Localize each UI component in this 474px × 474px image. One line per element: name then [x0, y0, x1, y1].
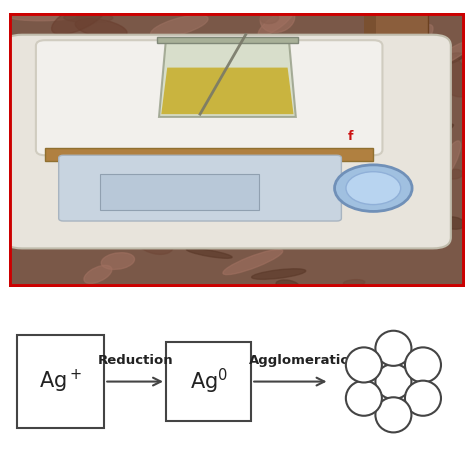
FancyBboxPatch shape	[17, 336, 104, 428]
Ellipse shape	[78, 160, 147, 180]
Bar	[100, 174, 259, 210]
Ellipse shape	[431, 52, 471, 97]
Ellipse shape	[260, 13, 279, 24]
Ellipse shape	[140, 70, 173, 104]
Ellipse shape	[304, 77, 329, 93]
Ellipse shape	[153, 176, 173, 191]
Circle shape	[346, 172, 401, 205]
Ellipse shape	[251, 71, 287, 82]
Ellipse shape	[44, 151, 64, 171]
Ellipse shape	[318, 211, 349, 232]
Ellipse shape	[361, 43, 395, 87]
FancyBboxPatch shape	[59, 155, 341, 221]
Ellipse shape	[412, 117, 425, 125]
Ellipse shape	[258, 9, 294, 36]
Circle shape	[346, 381, 382, 416]
Circle shape	[346, 347, 382, 383]
Circle shape	[375, 397, 411, 432]
Text: Agglomeration: Agglomeration	[249, 354, 360, 367]
Ellipse shape	[139, 126, 165, 169]
Polygon shape	[159, 40, 296, 117]
Ellipse shape	[143, 214, 211, 227]
Ellipse shape	[299, 125, 318, 137]
Ellipse shape	[385, 189, 414, 206]
Ellipse shape	[83, 67, 100, 92]
Ellipse shape	[346, 99, 409, 128]
Ellipse shape	[324, 122, 366, 147]
Ellipse shape	[276, 280, 299, 290]
Ellipse shape	[101, 253, 135, 269]
Ellipse shape	[401, 192, 422, 204]
Ellipse shape	[84, 265, 112, 283]
Circle shape	[375, 331, 411, 366]
Bar	[45, 148, 374, 161]
Ellipse shape	[429, 40, 474, 68]
Text: $\mathrm{Ag^+}$: $\mathrm{Ag^+}$	[39, 368, 82, 395]
Ellipse shape	[93, 125, 123, 143]
Ellipse shape	[423, 124, 454, 141]
Text: $\mathrm{Ag^0}$: $\mathrm{Ag^0}$	[190, 367, 228, 396]
Circle shape	[375, 364, 411, 399]
Bar	[157, 37, 298, 43]
Bar	[364, 13, 375, 191]
Ellipse shape	[46, 94, 60, 143]
FancyBboxPatch shape	[4, 35, 451, 248]
Ellipse shape	[64, 13, 113, 23]
Ellipse shape	[276, 67, 323, 109]
Ellipse shape	[188, 220, 210, 231]
Ellipse shape	[151, 15, 208, 37]
Circle shape	[335, 165, 412, 211]
Ellipse shape	[372, 181, 395, 195]
FancyBboxPatch shape	[166, 342, 251, 421]
Ellipse shape	[9, 12, 76, 21]
Ellipse shape	[132, 226, 173, 255]
Ellipse shape	[141, 47, 170, 61]
Ellipse shape	[402, 25, 433, 55]
Ellipse shape	[223, 249, 283, 274]
Text: f: f	[348, 129, 353, 143]
Ellipse shape	[52, 1, 107, 35]
Ellipse shape	[371, 89, 409, 103]
Ellipse shape	[75, 18, 127, 38]
Ellipse shape	[409, 181, 443, 190]
Ellipse shape	[437, 141, 461, 182]
Text: Reduction: Reduction	[97, 354, 173, 367]
Ellipse shape	[285, 228, 304, 239]
Ellipse shape	[363, 165, 436, 186]
Ellipse shape	[445, 169, 463, 179]
Ellipse shape	[440, 217, 465, 229]
Circle shape	[405, 381, 441, 416]
Ellipse shape	[260, 5, 295, 33]
Bar	[374, 13, 428, 191]
Ellipse shape	[34, 44, 89, 56]
Polygon shape	[161, 68, 293, 114]
Ellipse shape	[438, 53, 463, 64]
Ellipse shape	[239, 166, 255, 173]
Ellipse shape	[115, 197, 162, 210]
Ellipse shape	[221, 118, 254, 140]
Ellipse shape	[66, 83, 132, 101]
Ellipse shape	[106, 146, 140, 156]
Ellipse shape	[273, 232, 333, 246]
Circle shape	[405, 347, 441, 383]
Ellipse shape	[163, 156, 218, 179]
Ellipse shape	[53, 132, 97, 173]
Ellipse shape	[186, 248, 232, 258]
Ellipse shape	[252, 269, 306, 279]
Ellipse shape	[343, 280, 365, 286]
FancyBboxPatch shape	[36, 40, 383, 155]
